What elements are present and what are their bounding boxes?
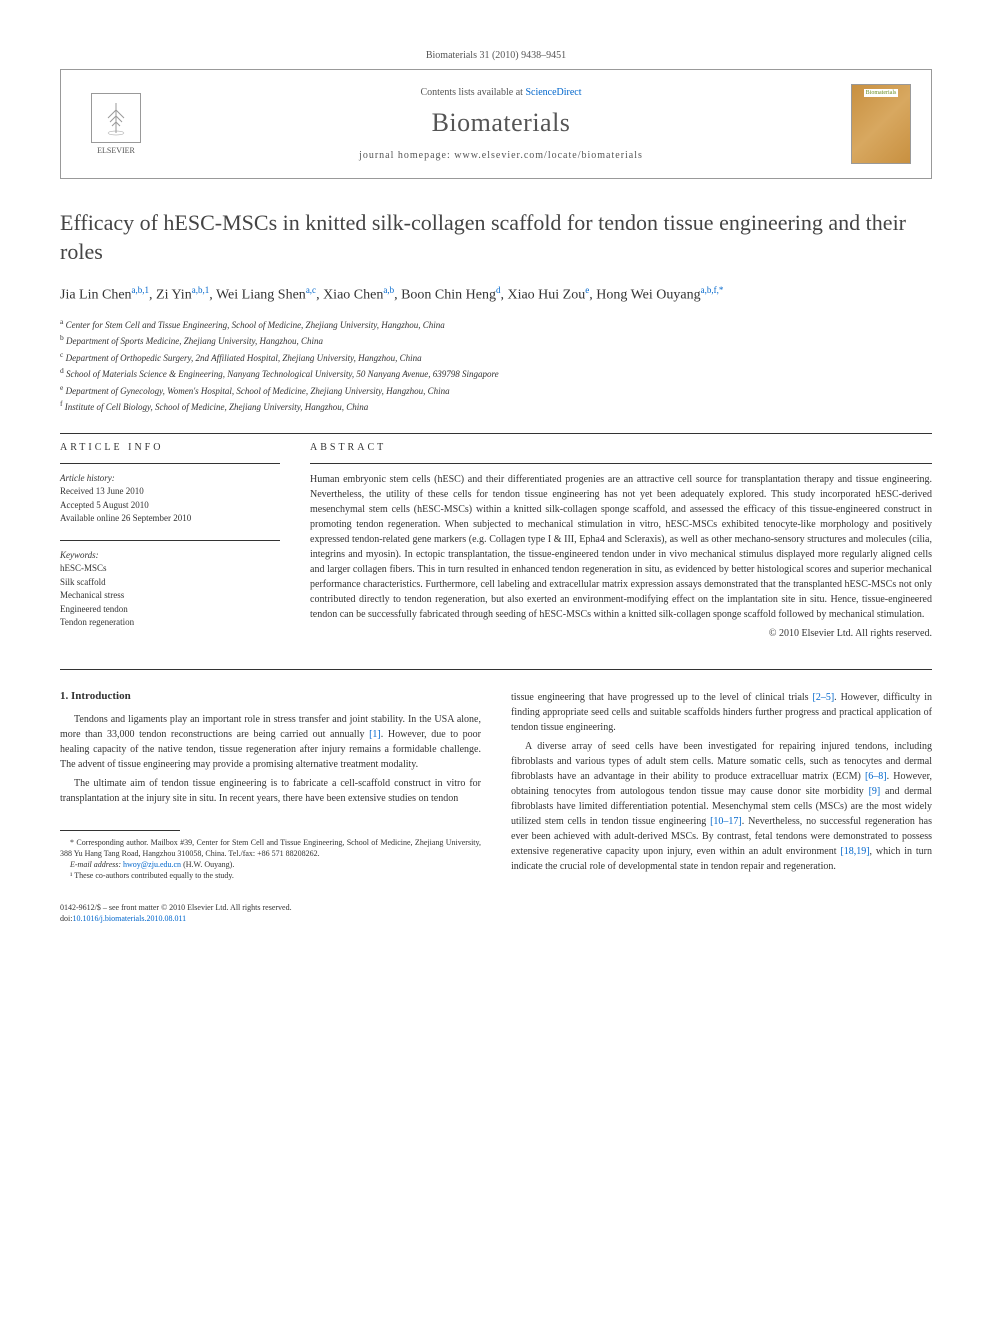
foot-matter: 0142-9612/$ – see front matter © 2010 El… <box>60 902 932 924</box>
keyword-line: Mechanical stress <box>60 589 280 603</box>
journal-citation: Biomaterials 31 (2010) 9438–9451 <box>60 50 932 61</box>
affiliation-line: e Department of Gynecology, Women's Hosp… <box>60 382 932 399</box>
sciencedirect-link[interactable]: ScienceDirect <box>525 87 581 98</box>
body-columns: 1. Introduction Tendons and ligaments pl… <box>60 690 932 882</box>
footnote-divider <box>60 830 180 831</box>
doi-line: doi:10.1016/j.biomaterials.2010.08.011 <box>60 913 932 924</box>
doi-link[interactable]: 10.1016/j.biomaterials.2010.08.011 <box>72 914 186 923</box>
citation-link[interactable]: [1] <box>369 729 381 740</box>
page-container: Biomaterials 31 (2010) 9438–9451 ELSEVIE… <box>0 0 992 974</box>
journal-title: Biomaterials <box>151 108 851 138</box>
article-info-heading: ARTICLE INFO <box>60 442 280 453</box>
history-line: Available online 26 September 2010 <box>60 512 280 526</box>
abstract-divider <box>310 463 932 464</box>
email-label: E-mail address: <box>70 860 123 869</box>
abstract-text: Human embryonic stem cells (hESC) and th… <box>310 472 932 622</box>
header-center: Contents lists available at ScienceDirec… <box>151 87 851 161</box>
right-column: tissue engineering that have progressed … <box>511 690 932 882</box>
citation-link[interactable]: [2–5] <box>812 692 834 703</box>
keyword-line: Engineered tendon <box>60 603 280 617</box>
corresponding-email-link[interactable]: hwoy@zju.edu.cn <box>123 860 181 869</box>
citation-link[interactable]: [10–17] <box>710 816 742 827</box>
keyword-line: Silk scaffold <box>60 576 280 590</box>
email-footnote: E-mail address: hwoy@zju.edu.cn (H.W. Ou… <box>60 859 481 870</box>
homepage-url: www.elsevier.com/locate/biomaterials <box>454 150 643 161</box>
journal-header: ELSEVIER Contents lists available at Sci… <box>60 69 932 179</box>
publisher-name: ELSEVIER <box>97 146 135 155</box>
abstract-block: ABSTRACT Human embryonic stem cells (hES… <box>310 442 932 639</box>
body-divider <box>60 669 932 670</box>
abstract-copyright: © 2010 Elsevier Ltd. All rights reserved… <box>310 628 932 639</box>
abstract-heading: ABSTRACT <box>310 442 932 453</box>
journal-homepage: journal homepage: www.elsevier.com/locat… <box>151 150 851 161</box>
contents-available: Contents lists available at ScienceDirec… <box>151 87 851 98</box>
body-paragraph: tissue engineering that have progressed … <box>511 690 932 735</box>
keyword-line: Tendon regeneration <box>60 616 280 630</box>
history-label: Article history: <box>60 472 280 486</box>
info-abstract-row: ARTICLE INFO Article history: Received 1… <box>60 442 932 639</box>
affiliation-line: d School of Materials Science & Engineer… <box>60 365 932 382</box>
article-title: Efficacy of hESC-MSCs in knitted silk-co… <box>60 209 932 266</box>
info-divider-2 <box>60 540 280 541</box>
affiliation-line: a Center for Stem Cell and Tissue Engine… <box>60 316 932 333</box>
body-paragraph: A diverse array of seed cells have been … <box>511 739 932 874</box>
article-info-block: ARTICLE INFO Article history: Received 1… <box>60 442 280 639</box>
author-list: Jia Lin Chena,b,1, Zi Yina,b,1, Wei Lian… <box>60 284 932 306</box>
section-divider <box>60 433 932 434</box>
corresponding-author-footnote: * Corresponding author. Mailbox #39, Cen… <box>60 837 481 859</box>
left-column: 1. Introduction Tendons and ligaments pl… <box>60 690 481 882</box>
citation-link[interactable]: [6–8] <box>865 771 887 782</box>
keywords-label: Keywords: <box>60 549 280 563</box>
intro-heading: 1. Introduction <box>60 690 481 702</box>
contents-prefix: Contents lists available at <box>420 87 525 98</box>
elsevier-tree-icon <box>91 93 141 143</box>
affiliations-list: a Center for Stem Cell and Tissue Engine… <box>60 316 932 415</box>
citation-link[interactable]: [18,19] <box>840 846 869 857</box>
publisher-logo: ELSEVIER <box>81 93 151 155</box>
email-suffix: (H.W. Ouyang). <box>181 860 234 869</box>
history-line: Received 13 June 2010 <box>60 485 280 499</box>
history-line: Accepted 5 August 2010 <box>60 499 280 513</box>
front-matter-line: 0142-9612/$ – see front matter © 2010 El… <box>60 902 932 913</box>
equal-contribution-footnote: ¹ These co-authors contributed equally t… <box>60 870 481 881</box>
affiliation-line: c Department of Orthopedic Surgery, 2nd … <box>60 349 932 366</box>
keyword-line: hESC-MSCs <box>60 562 280 576</box>
affiliation-line: b Department of Sports Medicine, Zhejian… <box>60 332 932 349</box>
article-history: Article history: Received 13 June 2010Ac… <box>60 472 280 526</box>
affiliation-line: f Institute of Cell Biology, School of M… <box>60 398 932 415</box>
citation-link[interactable]: [9] <box>869 786 881 797</box>
info-divider <box>60 463 280 464</box>
journal-cover-thumbnail: Biomaterials <box>851 84 911 164</box>
body-paragraph: The ultimate aim of tendon tissue engine… <box>60 776 481 806</box>
keywords-block: Keywords: hESC-MSCsSilk scaffoldMechanic… <box>60 549 280 630</box>
body-paragraph: Tendons and ligaments play an important … <box>60 712 481 772</box>
homepage-prefix: journal homepage: <box>359 150 454 161</box>
doi-prefix: doi: <box>60 914 72 923</box>
cover-label: Biomaterials <box>864 89 899 97</box>
